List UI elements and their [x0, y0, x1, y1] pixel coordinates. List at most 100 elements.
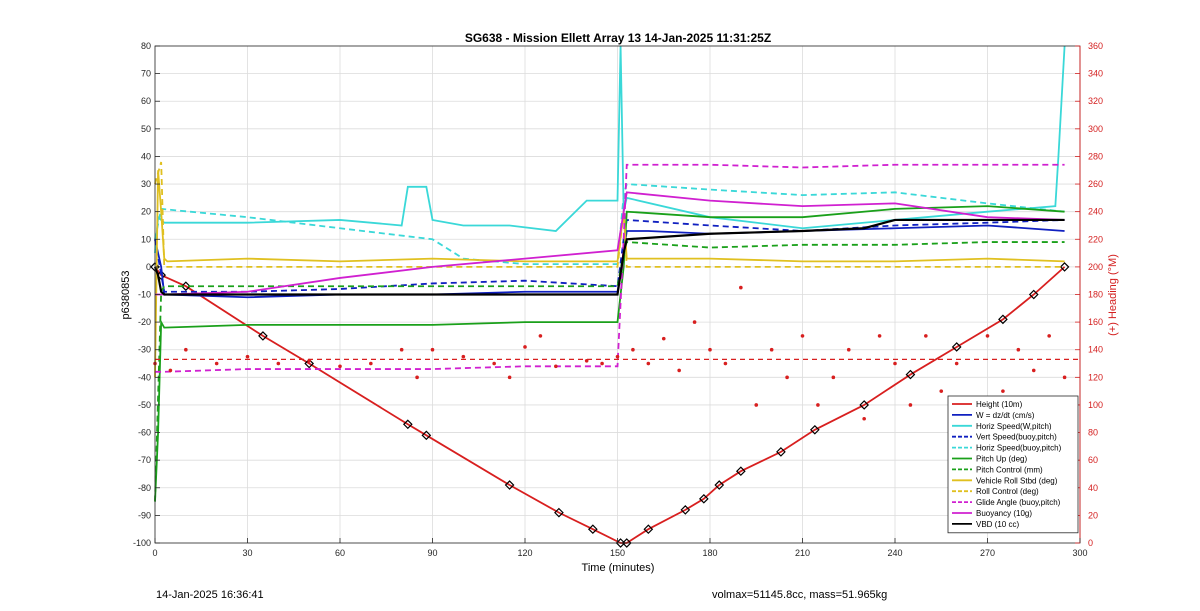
x-tick-label: 240 [887, 548, 902, 558]
y-tick-label: 80 [141, 41, 151, 51]
series-line-3 [154, 218, 1065, 293]
heading-point [168, 368, 173, 373]
height-point [643, 524, 654, 535]
y2-tick-label: 280 [1088, 151, 1103, 161]
y-tick-label: -70 [138, 455, 151, 465]
legend-label: Roll Control (deg) [976, 487, 1039, 496]
heading-point [245, 354, 250, 359]
x-tick-label: 30 [242, 548, 252, 558]
series-line-11 [153, 218, 1065, 296]
legend-label: Pitch Up (deg) [976, 455, 1027, 464]
series-line-8 [154, 161, 1065, 268]
y-tick-label: -100 [133, 538, 151, 548]
y-tick-label: 20 [141, 207, 151, 217]
y2-tick-label: 20 [1088, 510, 1098, 520]
heading-point [538, 334, 543, 338]
y2-tick-label: 260 [1088, 179, 1103, 189]
y2-tick-label: 200 [1088, 262, 1103, 272]
heading-point [523, 345, 527, 349]
x-tick-label: 210 [795, 548, 810, 558]
heading-point [908, 403, 913, 407]
heading-point [307, 358, 311, 363]
chart-title: SG638 - Mission Ellett Array 13 14-Jan-2… [465, 31, 771, 45]
y-tick-label: -40 [138, 372, 151, 382]
heading-point [184, 347, 188, 352]
heading-point [1047, 334, 1051, 338]
x-tick-label: 90 [427, 548, 437, 558]
series-line-0 [154, 266, 1066, 544]
y-tick-label: -20 [138, 317, 151, 327]
heading-point [1062, 375, 1067, 380]
heading-point [1031, 368, 1036, 373]
y2-tick-label: 40 [1088, 483, 1098, 493]
y-tick-label: -30 [138, 345, 151, 355]
y-tick-label: 10 [141, 234, 151, 244]
y2-tick-label: 120 [1088, 372, 1103, 382]
height-point [859, 400, 870, 410]
ticks-layer: 0 30 60 90 120 150 180 210 240 270 300-100-90-80-7… [133, 41, 1103, 558]
y2-tick-label: 140 [1088, 345, 1103, 355]
heading-point [954, 361, 959, 366]
y-tick-label: -60 [138, 428, 151, 438]
y2-tick-label: 360 [1088, 41, 1103, 51]
height-point [258, 331, 268, 341]
series-line-6 [154, 241, 1065, 502]
heading-point [507, 375, 512, 380]
y2-tick-label: 300 [1088, 124, 1103, 134]
y2-tick-label: 220 [1088, 234, 1103, 244]
x-tick-label: 0 [152, 548, 157, 558]
heading-point [893, 361, 897, 366]
heading-point [877, 334, 882, 338]
x-tick-label: 270 [980, 548, 995, 558]
heading-point [646, 361, 651, 366]
legend-label: Pitch Control (mm) [976, 465, 1043, 474]
legend-label: Height (10m) [976, 400, 1023, 409]
y-tick-label: 40 [141, 151, 151, 161]
heading-point [924, 334, 928, 338]
y2-tick-label: 340 [1088, 69, 1103, 79]
height-point [621, 538, 632, 548]
y-tick-label: 50 [141, 124, 151, 134]
legend-label: Buoyancy (10g) [976, 509, 1032, 518]
height-point [402, 419, 413, 430]
height-point [421, 430, 432, 441]
heading-point [399, 347, 404, 352]
x-tick-label: 180 [702, 548, 717, 558]
heading-point [661, 336, 666, 341]
height-point [587, 524, 598, 535]
heading-point [554, 364, 558, 369]
y2-tick-label: 320 [1088, 96, 1103, 106]
legend-label: Vehicle Roll Stbd (deg) [976, 476, 1058, 485]
y2-tick-label: 80 [1088, 428, 1098, 438]
x-tick-label: 60 [335, 548, 345, 558]
y-tick-label: 60 [141, 96, 151, 106]
heading-point [615, 354, 620, 359]
height-point [905, 369, 916, 380]
series-line-9 [155, 163, 1065, 373]
series-line-10 [155, 191, 1065, 296]
heading-point [584, 358, 589, 363]
height-point [698, 493, 709, 504]
y-axis-label: p6380853 [120, 271, 132, 320]
height-point [809, 424, 820, 435]
legend-label: VBD (10 cc) [976, 520, 1019, 529]
height-point [180, 281, 191, 292]
heading-point [985, 334, 990, 338]
height-point [776, 447, 786, 457]
y-tick-label: -90 [138, 510, 151, 520]
heading-point [369, 361, 373, 366]
height-point [1028, 289, 1039, 300]
y-tick-label: 0 [146, 262, 151, 272]
legend-label: Vert Speed(buoy,pitch) [976, 433, 1057, 442]
y-tick-label: -10 [138, 290, 151, 300]
legend: Height (10m) W = dz/dt (cm/s) Horiz Speed(… [947, 395, 1079, 534]
height-point [504, 480, 515, 490]
y2-tick-label: 0 [1088, 538, 1093, 548]
x-axis-label: Time (minutes) [582, 562, 655, 574]
heading-point [692, 320, 697, 324]
legend-box [947, 395, 1079, 534]
y-tick-label: 30 [141, 179, 151, 189]
heading-point [831, 375, 836, 380]
y2-tick-label: 240 [1088, 207, 1103, 217]
